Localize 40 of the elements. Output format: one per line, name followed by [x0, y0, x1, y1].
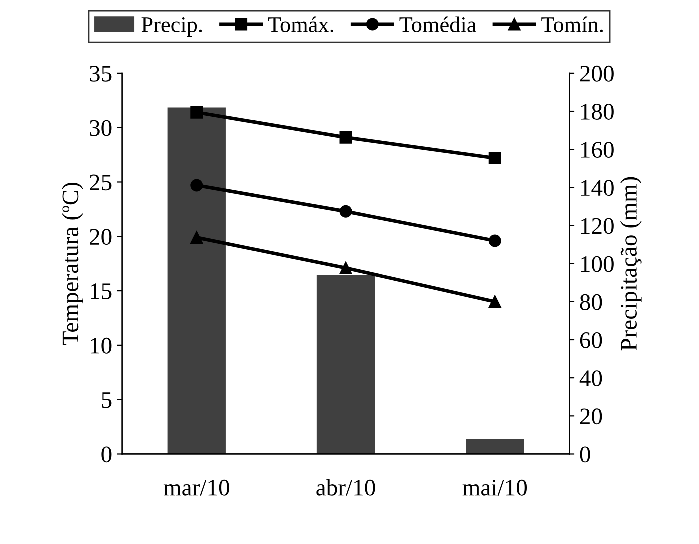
y-axis-title: Temperatura (ºC)	[62, 183, 84, 346]
point	[340, 131, 352, 144]
point	[190, 106, 204, 119]
legend-label: Tomáx.	[268, 16, 334, 33]
point	[488, 152, 502, 165]
point	[488, 234, 502, 248]
y-tick-label: 35	[90, 66, 112, 82]
point	[190, 231, 204, 244]
y2-tick-label: 0	[580, 446, 590, 463]
point	[488, 296, 502, 308]
y2-tick-label: 120	[581, 218, 614, 234]
legend-label: Precip.	[142, 18, 202, 37]
y2-tick-label: 180	[581, 104, 614, 120]
y-tick-label: 25	[90, 174, 112, 191]
x-tick-label: mai/10	[462, 480, 528, 496]
bar	[168, 108, 226, 454]
legend-label: Tomédia	[400, 16, 476, 32]
y2-tick-label: 100	[581, 256, 614, 272]
y2-tick-label: 200	[580, 66, 614, 82]
y2-tick-label: 60	[580, 332, 602, 348]
x-tick-label: mar/10	[164, 480, 230, 496]
y2-axis-title: Precipitação (mm)	[620, 177, 642, 351]
point	[340, 262, 352, 274]
y2-tick-label: 20	[580, 408, 602, 425]
y-tick-label: 5	[102, 392, 112, 408]
y2-tick-label: 140	[581, 180, 614, 196]
x-tick-label: abr/10	[316, 479, 376, 496]
point	[190, 179, 204, 192]
y-tick-label: 15	[91, 284, 112, 300]
y-tick-label: 10	[91, 338, 112, 354]
bar	[316, 275, 376, 454]
y2-tick-label: 80	[580, 294, 602, 310]
legend-label: Tomín.	[542, 16, 604, 33]
bar	[466, 439, 524, 454]
y-tick-label: 30	[90, 120, 112, 136]
y2-tick-label: 40	[580, 370, 602, 387]
y-tick-label: 0	[102, 446, 112, 463]
y2-tick-label: 160	[581, 142, 614, 158]
y-tick-label: 20	[90, 229, 112, 246]
point	[340, 205, 352, 218]
